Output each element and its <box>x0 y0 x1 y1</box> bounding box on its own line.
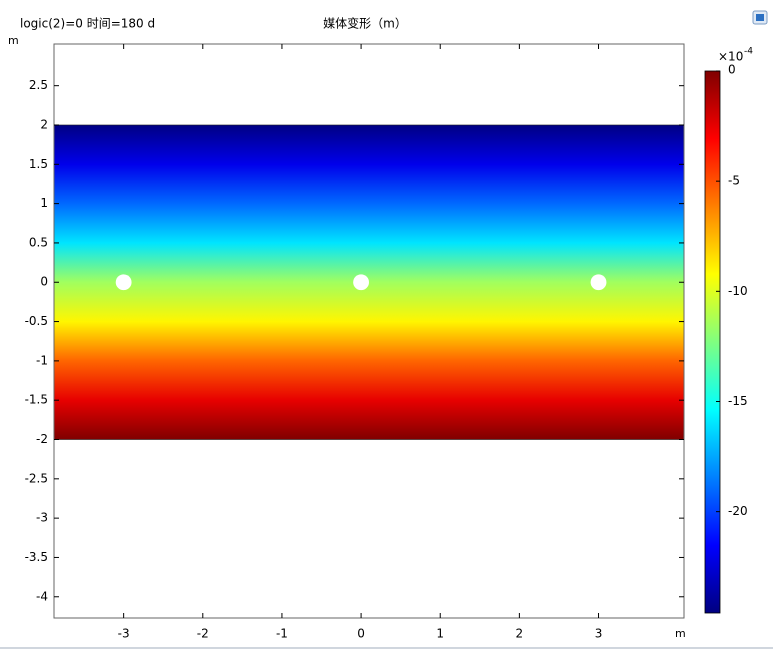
colorbar-tick-label: -15 <box>728 394 748 408</box>
plot-frame <box>53 43 685 619</box>
x-tick-label: 1 <box>436 627 444 641</box>
y-tick-label: -3.5 <box>25 550 48 564</box>
y-tick-label: -1.5 <box>25 393 48 407</box>
domain-field <box>53 124 685 440</box>
hole <box>590 274 607 291</box>
y-tick-label: -1 <box>36 353 48 367</box>
x-tick-label: 3 <box>595 627 603 641</box>
colorbar-exponent: -4 <box>744 47 753 57</box>
y-unit: m <box>8 34 19 47</box>
hole <box>115 274 132 291</box>
y-tick-label: 0.5 <box>29 235 48 249</box>
y-tick-label: 0 <box>40 275 48 289</box>
colorbar-tick-label: -5 <box>728 174 740 188</box>
colorbar-scale: ×10 <box>718 50 743 64</box>
x-tick-label: -2 <box>197 627 209 641</box>
chart-title: 媒体变形（m） <box>323 16 407 31</box>
y-tick-label: 1 <box>40 196 48 210</box>
colorbar-tick-label: -20 <box>728 504 748 518</box>
y-tick-label: -4 <box>36 589 48 603</box>
colorbar <box>704 70 721 614</box>
y-tick-label: -3 <box>36 511 48 525</box>
y-tick-label: 1.5 <box>29 157 48 171</box>
x-unit: m <box>675 627 686 640</box>
x-tick-label: 2 <box>516 627 524 641</box>
x-tick-label: -3 <box>118 627 130 641</box>
colorbar-tick-label: 0 <box>728 63 736 77</box>
y-tick-label: -2 <box>36 432 48 446</box>
subtitle: logic(2)=0 时间=180 d <box>20 17 155 31</box>
y-tick-label: -0.5 <box>25 314 48 328</box>
y-tick-label: 2 <box>40 117 48 131</box>
y-tick-label: 2.5 <box>29 78 48 92</box>
colorbar-tick-label: -10 <box>728 284 748 298</box>
toolbar-icon[interactable] <box>752 10 768 25</box>
y-tick-label: -2.5 <box>25 471 48 485</box>
hole <box>353 274 369 291</box>
x-tick-label: 0 <box>357 627 365 641</box>
x-tick-label: -1 <box>276 627 288 641</box>
